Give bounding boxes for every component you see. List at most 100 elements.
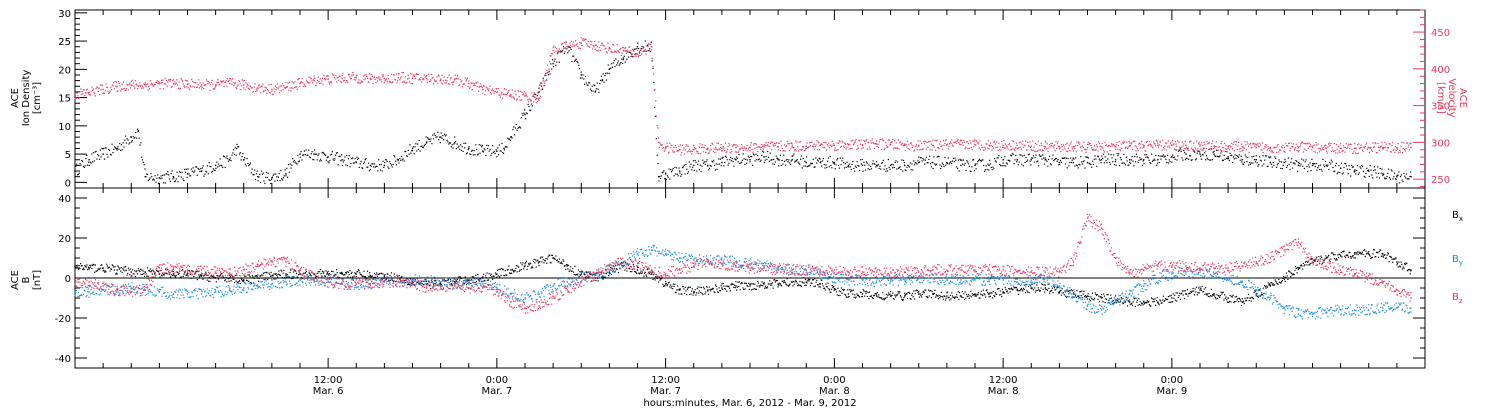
ion-density-dot (182, 178, 184, 180)
velocity-dot (977, 142, 980, 144)
bx-point (1171, 297, 1173, 299)
velocity-dot (1389, 143, 1391, 145)
ion-density-dot (183, 179, 185, 182)
velocity-point (1311, 146, 1314, 149)
ion-density-dot (357, 157, 360, 159)
velocity-dot (772, 144, 774, 146)
ion-density-dot (306, 154, 308, 156)
velocity-dot (980, 148, 982, 151)
ion-density-dot (706, 159, 708, 161)
velocity-dot (183, 85, 185, 87)
ion-density-point (622, 57, 625, 59)
velocity-dot (394, 78, 396, 80)
velocity-dot (1215, 141, 1217, 143)
bx-dot (184, 272, 186, 274)
velocity-dot (398, 73, 400, 75)
ion-density-dot (1152, 159, 1154, 162)
bx-dot (311, 271, 313, 274)
ion-density-dot (579, 77, 582, 79)
velocity-dot (879, 138, 881, 141)
ion-density-dot (364, 159, 366, 161)
ion-density-point (271, 177, 273, 179)
velocity-dot (77, 95, 79, 97)
bx-dot (104, 270, 106, 272)
ion-density-dot (1096, 165, 1098, 167)
velocity-dot (1368, 146, 1370, 149)
velocity-dot (1062, 144, 1065, 146)
ion-density-dot (1322, 158, 1324, 161)
velocity-point (214, 84, 217, 86)
velocity-dot (1214, 145, 1217, 148)
ion-density-point (763, 156, 765, 158)
velocity-dot (217, 81, 220, 84)
bx-dot (297, 277, 299, 279)
velocity-dot (215, 84, 217, 86)
ion-density-dot (738, 153, 740, 156)
ion-density-dot (233, 149, 235, 151)
bx-dot (263, 278, 265, 281)
ion-density-dot (1375, 172, 1377, 174)
velocity-dot (1167, 146, 1169, 148)
velocity-dot (617, 50, 620, 52)
ion-density-dot (940, 167, 942, 170)
ion-density-dot (452, 147, 454, 149)
bx-dot (447, 279, 449, 281)
velocity-dot (595, 44, 597, 46)
velocity-dot (1388, 142, 1390, 144)
velocity-dot (414, 75, 416, 77)
bx-dot (527, 265, 529, 267)
velocity-dot (391, 82, 393, 84)
bx-dot (525, 262, 527, 264)
ion-density-dot (1326, 165, 1328, 167)
bx-dot (305, 270, 307, 273)
velocity-dot (911, 143, 913, 145)
velocity-dot (903, 144, 905, 146)
ion-density-dot (1226, 157, 1229, 160)
bx-dot (125, 269, 127, 271)
bx-dot (442, 279, 444, 281)
bx-dot (563, 265, 565, 267)
velocity-dot (1059, 147, 1061, 149)
velocity-dot (919, 140, 921, 142)
velocity-dot (92, 88, 94, 90)
bx-dot (353, 275, 355, 277)
velocity-dot (900, 144, 902, 146)
bx-point (355, 273, 357, 275)
ion-density-dot (526, 112, 528, 115)
velocity-dot (435, 80, 438, 82)
ion-density-dot (573, 55, 575, 57)
ion-density-dot (1079, 164, 1081, 166)
bx-dot (148, 270, 150, 272)
bx-point (1157, 301, 1159, 303)
bx-dot (317, 271, 319, 273)
ion-density-dot (524, 118, 527, 120)
ion-density-dot (768, 160, 771, 162)
velocity-dot (1267, 145, 1269, 148)
velocity-dot (745, 149, 747, 151)
velocity-dot (999, 146, 1001, 148)
ion-density-dot (1070, 161, 1073, 164)
velocity-dot (1226, 151, 1229, 153)
velocity-dot (976, 141, 978, 143)
ion-density-point (397, 159, 400, 161)
ion-density-dot (814, 166, 816, 168)
velocity-dot (880, 148, 883, 150)
bx-dot (243, 280, 245, 282)
velocity-dot (902, 144, 904, 147)
velocity-dot (1036, 144, 1038, 146)
velocity-dot (658, 146, 660, 148)
velocity-dot (340, 81, 343, 84)
velocity-dot (1046, 148, 1048, 150)
ion-density-dot (1161, 155, 1164, 157)
ion-density-dot (1350, 175, 1352, 177)
ion-density-dot (876, 165, 879, 167)
velocity-dot (798, 141, 800, 143)
bx-dot (151, 273, 153, 275)
velocity-dot (613, 51, 615, 53)
velocity-dot (219, 80, 222, 82)
bx-dot (534, 259, 537, 261)
velocity-dot (1243, 147, 1245, 149)
velocity-dot (456, 74, 459, 77)
velocity-dot (653, 89, 655, 91)
velocity-dot (1017, 147, 1020, 149)
